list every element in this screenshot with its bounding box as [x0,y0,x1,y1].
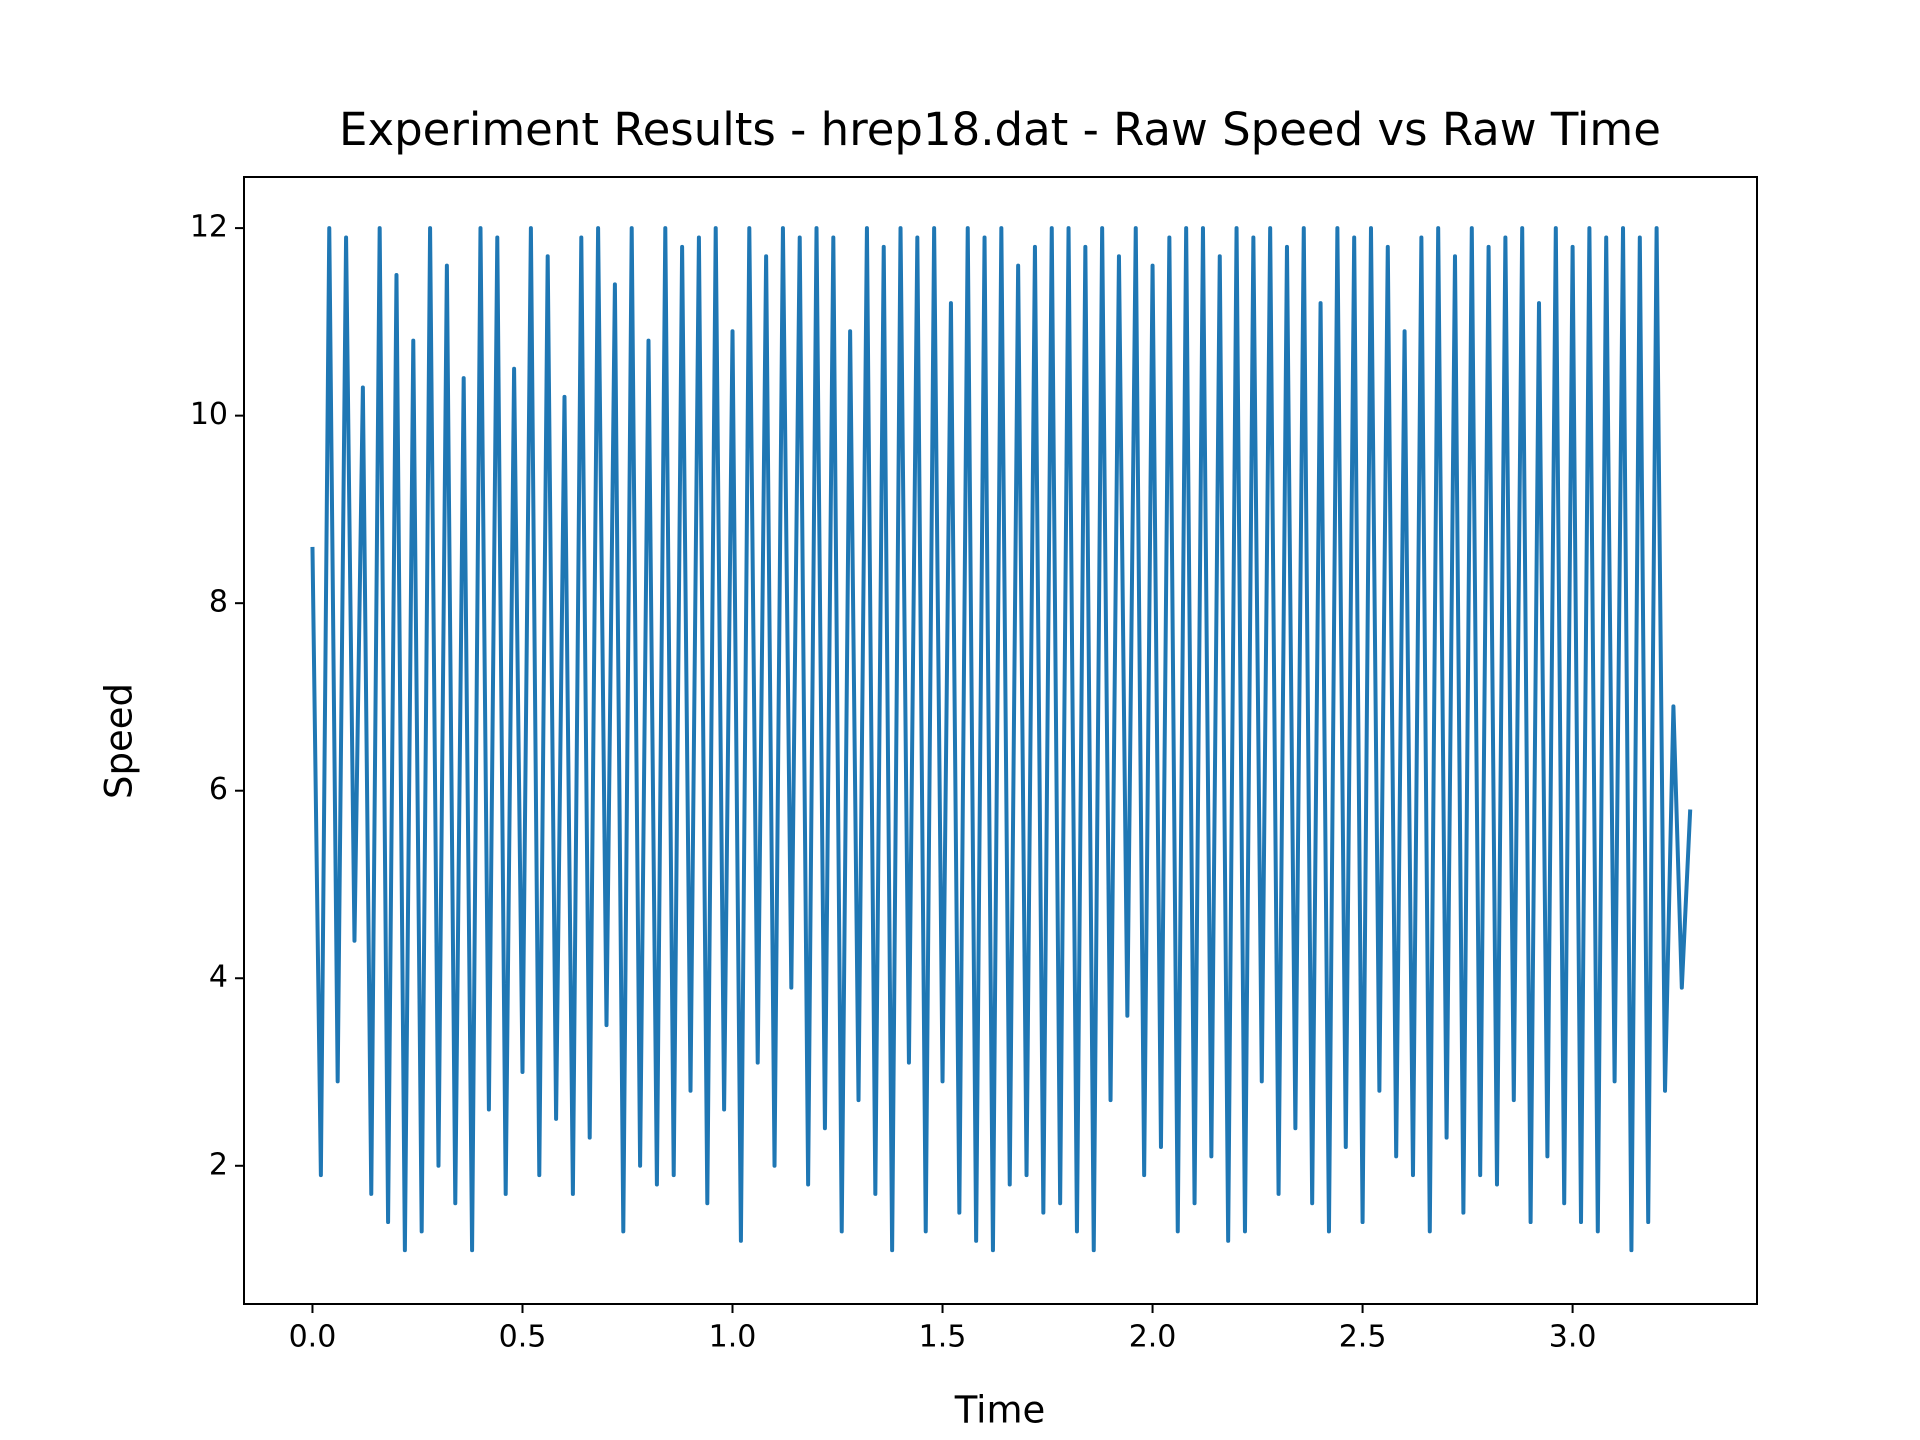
x-tick-label: 2.0 [1129,1320,1177,1355]
y-tick-label: 10 [190,397,228,432]
y-tick-label: 8 [209,585,228,620]
y-tick-label: 2 [209,1147,228,1182]
y-axis-label: Speed [98,683,141,799]
plot-frame [243,176,1758,1305]
data-line [310,226,1693,1253]
x-tick-label: 3.0 [1549,1320,1597,1355]
x-tick-label: 0.0 [289,1320,337,1355]
y-tick-label: 12 [190,210,228,245]
y-tick-label: 4 [209,960,228,995]
x-tick-label: 1.5 [919,1320,967,1355]
x-tick-label: 2.5 [1339,1320,1387,1355]
y-tick-label: 6 [209,772,228,807]
chart-title: Experiment Results - hrep18.dat - Raw Sp… [339,103,1661,156]
x-tick-label: 1.0 [709,1320,757,1355]
x-tick-label: 0.5 [499,1320,547,1355]
x-axis-label: Time [954,1389,1046,1432]
